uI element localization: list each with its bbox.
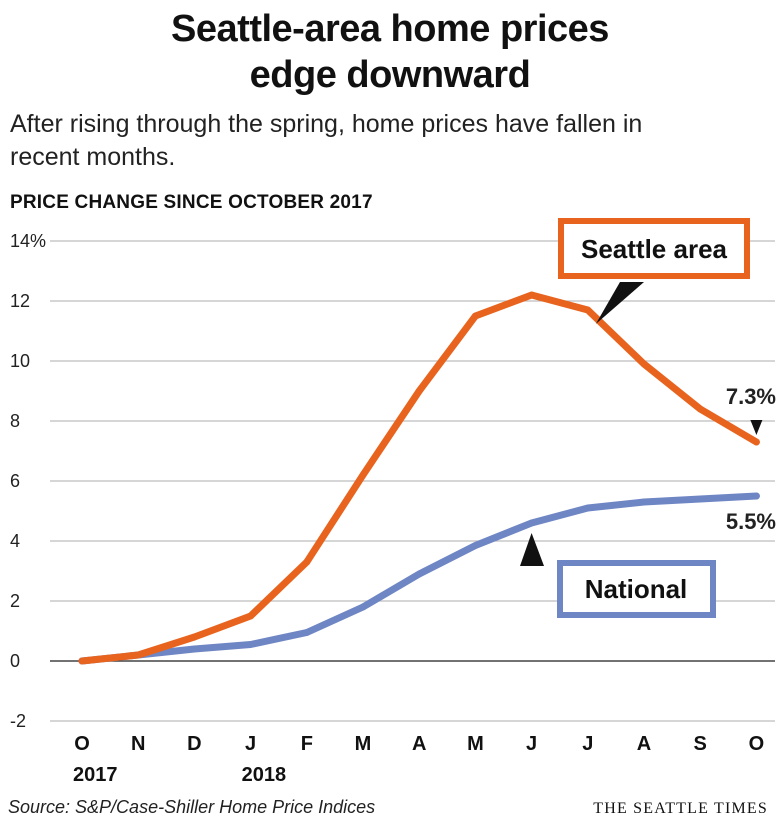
data-point-seattle: [134, 651, 142, 659]
x-tick-label: N: [131, 733, 145, 755]
data-point-national: [191, 645, 198, 653]
seattle-legend-label: Seattle area: [581, 234, 728, 264]
data-point-national: [359, 603, 367, 611]
y-tick-label: 4: [10, 531, 20, 551]
data-point-seattle: [472, 312, 479, 320]
end-label-national: 5.5%: [726, 509, 776, 534]
data-point-seattle: [696, 405, 704, 413]
data-point-seattle: [753, 438, 760, 446]
data-point-national: [247, 641, 255, 648]
data-point-seattle: [640, 360, 648, 368]
y-axis-heading: PRICE CHANGE SINCE OCTOBER 2017: [10, 192, 373, 213]
y-tick-label: 10: [10, 351, 30, 371]
source-note: Source: S&P/Case-Shiller Home Price Indi…: [8, 797, 376, 817]
y-tick-label: 8: [10, 411, 20, 431]
y-tick-label: 12: [10, 291, 30, 311]
title-line-2: edge downward: [249, 54, 531, 96]
national-legend-label: National: [585, 574, 688, 604]
x-tick-label: A: [412, 733, 426, 755]
y-tick-label: 14%: [10, 231, 46, 251]
y-tick-label: 2: [10, 591, 20, 611]
y-tick-label: -2: [10, 711, 26, 731]
national-legend-box: [557, 560, 716, 618]
y-tick-label: 0: [10, 651, 20, 671]
data-point-seattle: [584, 306, 592, 314]
x-tick-label: M: [467, 733, 484, 755]
x-tick-label: J: [582, 733, 593, 755]
title-line-1: Seattle-area home prices: [171, 8, 609, 50]
x-tick-label: O: [749, 733, 765, 755]
y-tick-label: 6: [10, 471, 20, 491]
x-tick-label: J: [526, 733, 537, 755]
x-tick-label: F: [301, 733, 313, 755]
data-point-seattle: [78, 657, 86, 665]
data-point-national: [303, 629, 311, 636]
x-year-label: 2018: [242, 764, 287, 786]
x-tick-label: J: [245, 733, 256, 755]
x-tick-label: S: [694, 733, 707, 755]
data-point-national: [640, 498, 648, 506]
national-callout-pointer: [520, 533, 544, 566]
seattle-legend-box: [558, 218, 750, 279]
end-label-pointer: [750, 420, 763, 435]
data-point-seattle: [415, 387, 423, 395]
chart-title: Seattle-area home prices edge downward: [0, 6, 780, 98]
publisher-credit: THE SEATTLE TIMES: [593, 800, 768, 817]
seattle-callout-pointer: [595, 282, 644, 324]
end-label-seattle: 7.3%: [726, 384, 776, 409]
x-tick-label: A: [637, 733, 651, 755]
chart-subtitle: After rising through the spring, home pr…: [10, 110, 643, 171]
x-tick-label: D: [187, 733, 201, 755]
x-tick-label: O: [74, 733, 90, 755]
data-point-national: [696, 495, 704, 503]
data-point-national: [753, 492, 760, 500]
data-point-seattle: [191, 633, 198, 641]
data-point-national: [528, 519, 535, 527]
data-point-seattle: [247, 612, 255, 620]
data-point-national: [415, 570, 423, 578]
data-point-seattle: [359, 471, 367, 479]
x-tick-label: M: [355, 733, 372, 755]
data-point-national: [472, 542, 479, 549]
data-point-national: [584, 504, 592, 512]
data-point-seattle: [303, 558, 311, 566]
data-point-seattle: [528, 291, 535, 299]
x-year-label: 2017: [73, 764, 118, 786]
